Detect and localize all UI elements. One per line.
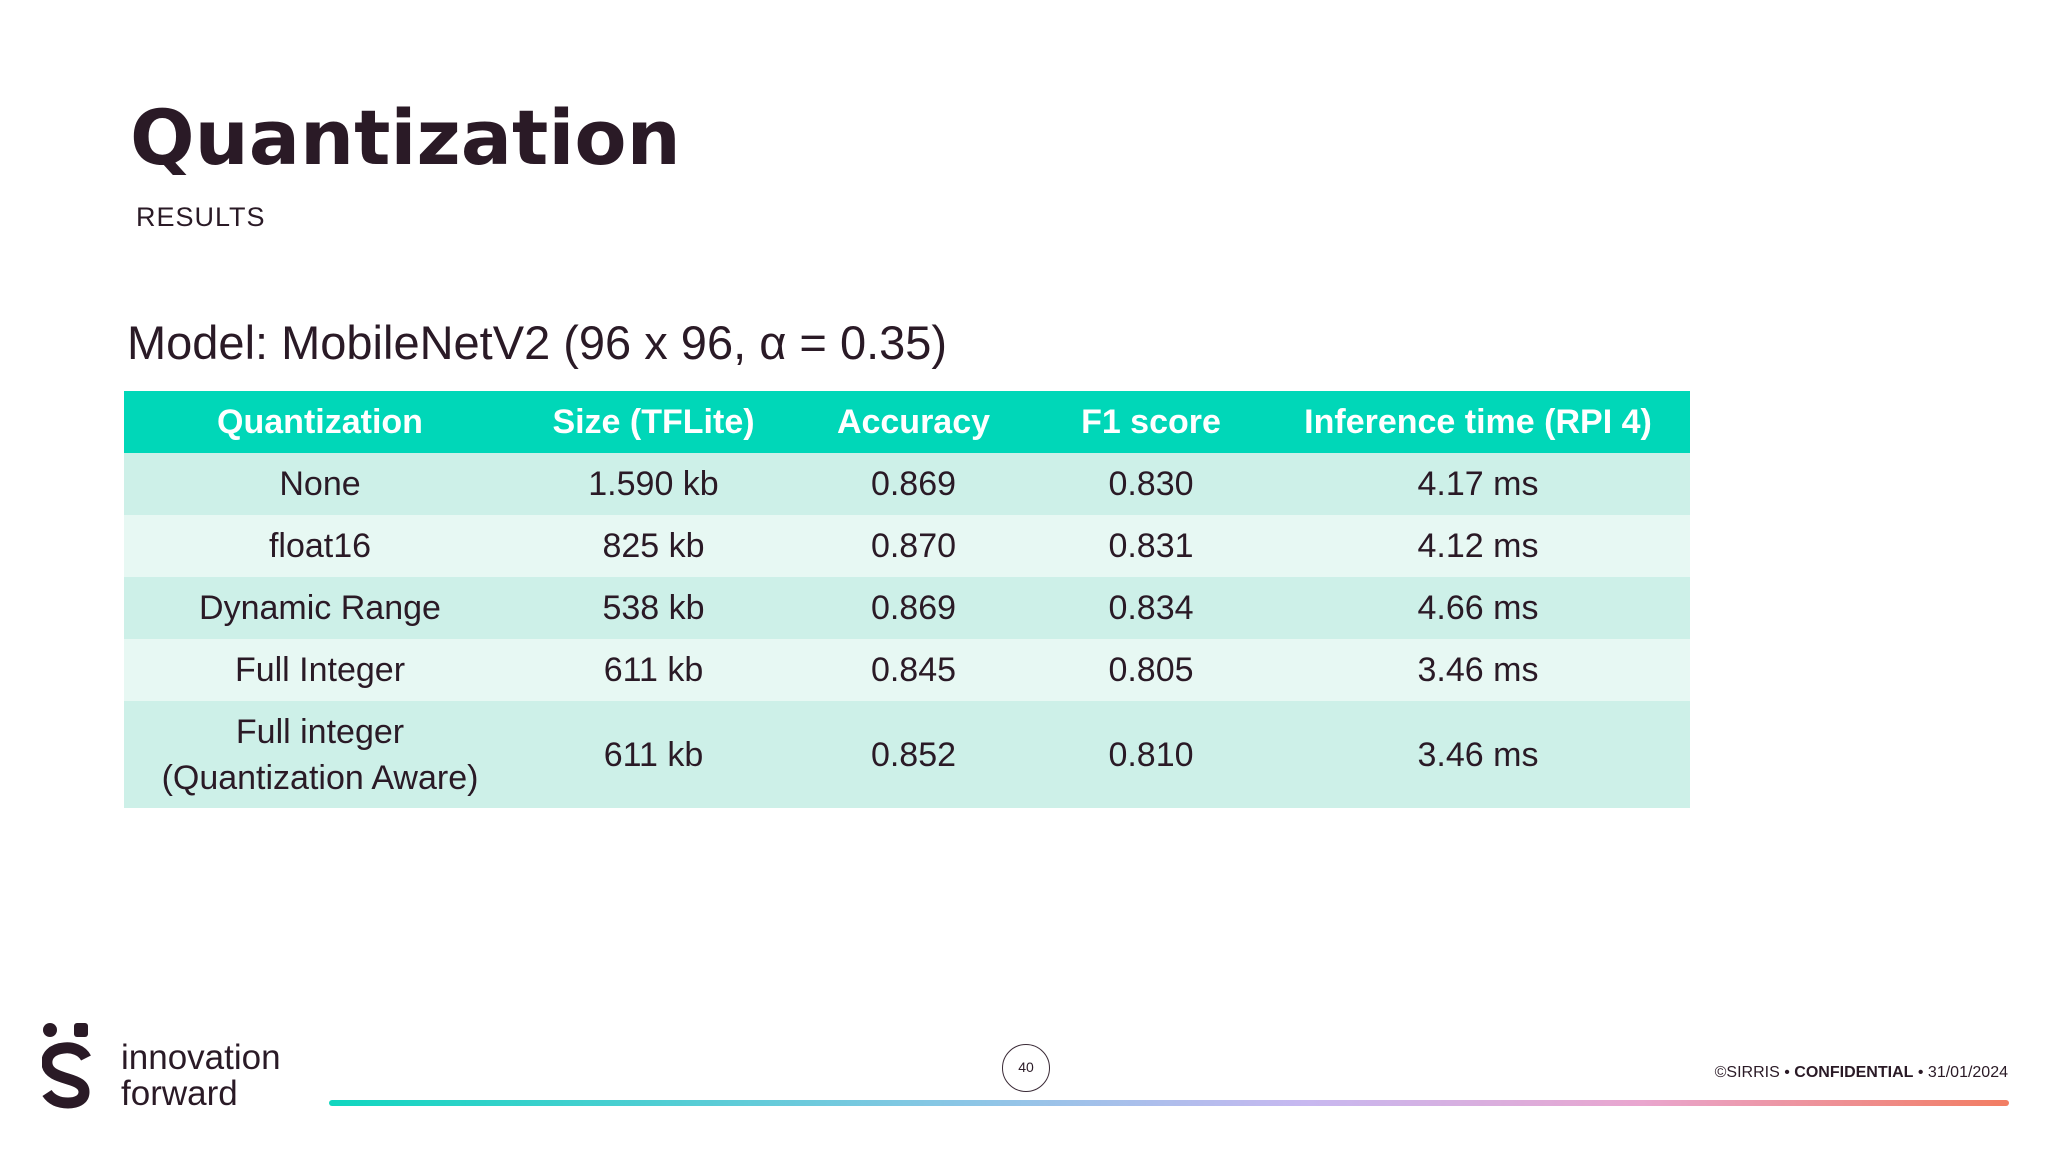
cell-accuracy: 0.869 (791, 577, 1036, 639)
confidential-notice: ©SIRRIS • CONFIDENTIAL • 31/01/2024 (1715, 1064, 2008, 1082)
cell-quantization: None (124, 453, 516, 515)
cell-f1: 0.834 (1036, 577, 1266, 639)
header-accuracy: Accuracy (791, 391, 1036, 453)
table-row: Dynamic Range 538 kb 0.869 0.834 4.66 ms (124, 577, 1690, 639)
cell-quantization: float16 (124, 515, 516, 577)
header-inference-time: Inference time (RPI 4) (1266, 391, 1690, 453)
cell-accuracy: 0.845 (791, 639, 1036, 701)
confidential-label: CONFIDENTIAL (1794, 1064, 1914, 1081)
cell-accuracy: 0.869 (791, 453, 1036, 515)
cell-quantization: Dynamic Range (124, 577, 516, 639)
header-quantization: Quantization (124, 391, 516, 453)
slide-title: Quantization (130, 93, 681, 182)
footer-gradient-line (329, 1100, 2009, 1106)
cell-f1: 0.831 (1036, 515, 1266, 577)
cell-f1: 0.810 (1036, 701, 1266, 808)
cell-inference: 4.66 ms (1266, 577, 1690, 639)
cell-f1: 0.830 (1036, 453, 1266, 515)
sirris-logo-icon (42, 1023, 91, 1109)
table-row: None 1.590 kb 0.869 0.830 4.17 ms (124, 453, 1690, 515)
cell-f1: 0.805 (1036, 639, 1266, 701)
brand-line-2: forward (121, 1074, 238, 1113)
table-row: float16 825 kb 0.870 0.831 4.12 ms (124, 515, 1690, 577)
brand-line-1: innovation (121, 1038, 281, 1077)
cell-accuracy: 0.852 (791, 701, 1036, 808)
slide-subtitle: RESULTS (136, 202, 266, 232)
copyright-text: ©SIRRIS (1714, 1064, 1780, 1081)
table-row: Full Integer 611 kb 0.845 0.805 3.46 ms (124, 639, 1690, 701)
cell-accuracy: 0.870 (791, 515, 1036, 577)
bullet-separator: • (1917, 1064, 1924, 1081)
page-number: 40 (1002, 1044, 1050, 1092)
table-header-row: Quantization Size (TFLite) Accuracy F1 s… (124, 391, 1690, 453)
model-heading: Model: MobileNetV2 (96 x 96, α = 0.35) (127, 316, 948, 369)
cell-inference: 3.46 ms (1266, 701, 1690, 808)
cell-quantization: Full integer (Quantization Aware) (124, 701, 516, 808)
cell-size: 611 kb (516, 639, 791, 701)
brand-tagline: innovation forward (121, 1040, 281, 1112)
cell-quantization: Full Integer (124, 639, 516, 701)
cell-inference: 4.17 ms (1266, 453, 1690, 515)
cell-size: 538 kb (516, 577, 791, 639)
cell-size: 825 kb (516, 515, 791, 577)
header-f1-score: F1 score (1036, 391, 1266, 453)
cell-quantization-line1: Full integer (235, 712, 405, 751)
cell-size: 611 kb (516, 701, 791, 808)
cell-size: 1.590 kb (516, 453, 791, 515)
cell-inference: 3.46 ms (1266, 639, 1690, 701)
table-row: Full integer (Quantization Aware) 611 kb… (124, 701, 1690, 808)
results-table: Quantization Size (TFLite) Accuracy F1 s… (124, 391, 1690, 808)
header-size: Size (TFLite) (516, 391, 791, 453)
cell-inference: 4.12 ms (1266, 515, 1690, 577)
footer-date: 31/01/2024 (1927, 1064, 2008, 1081)
bullet-separator: • (1784, 1064, 1790, 1081)
cell-quantization-line2: (Quantization Aware) (161, 758, 479, 797)
